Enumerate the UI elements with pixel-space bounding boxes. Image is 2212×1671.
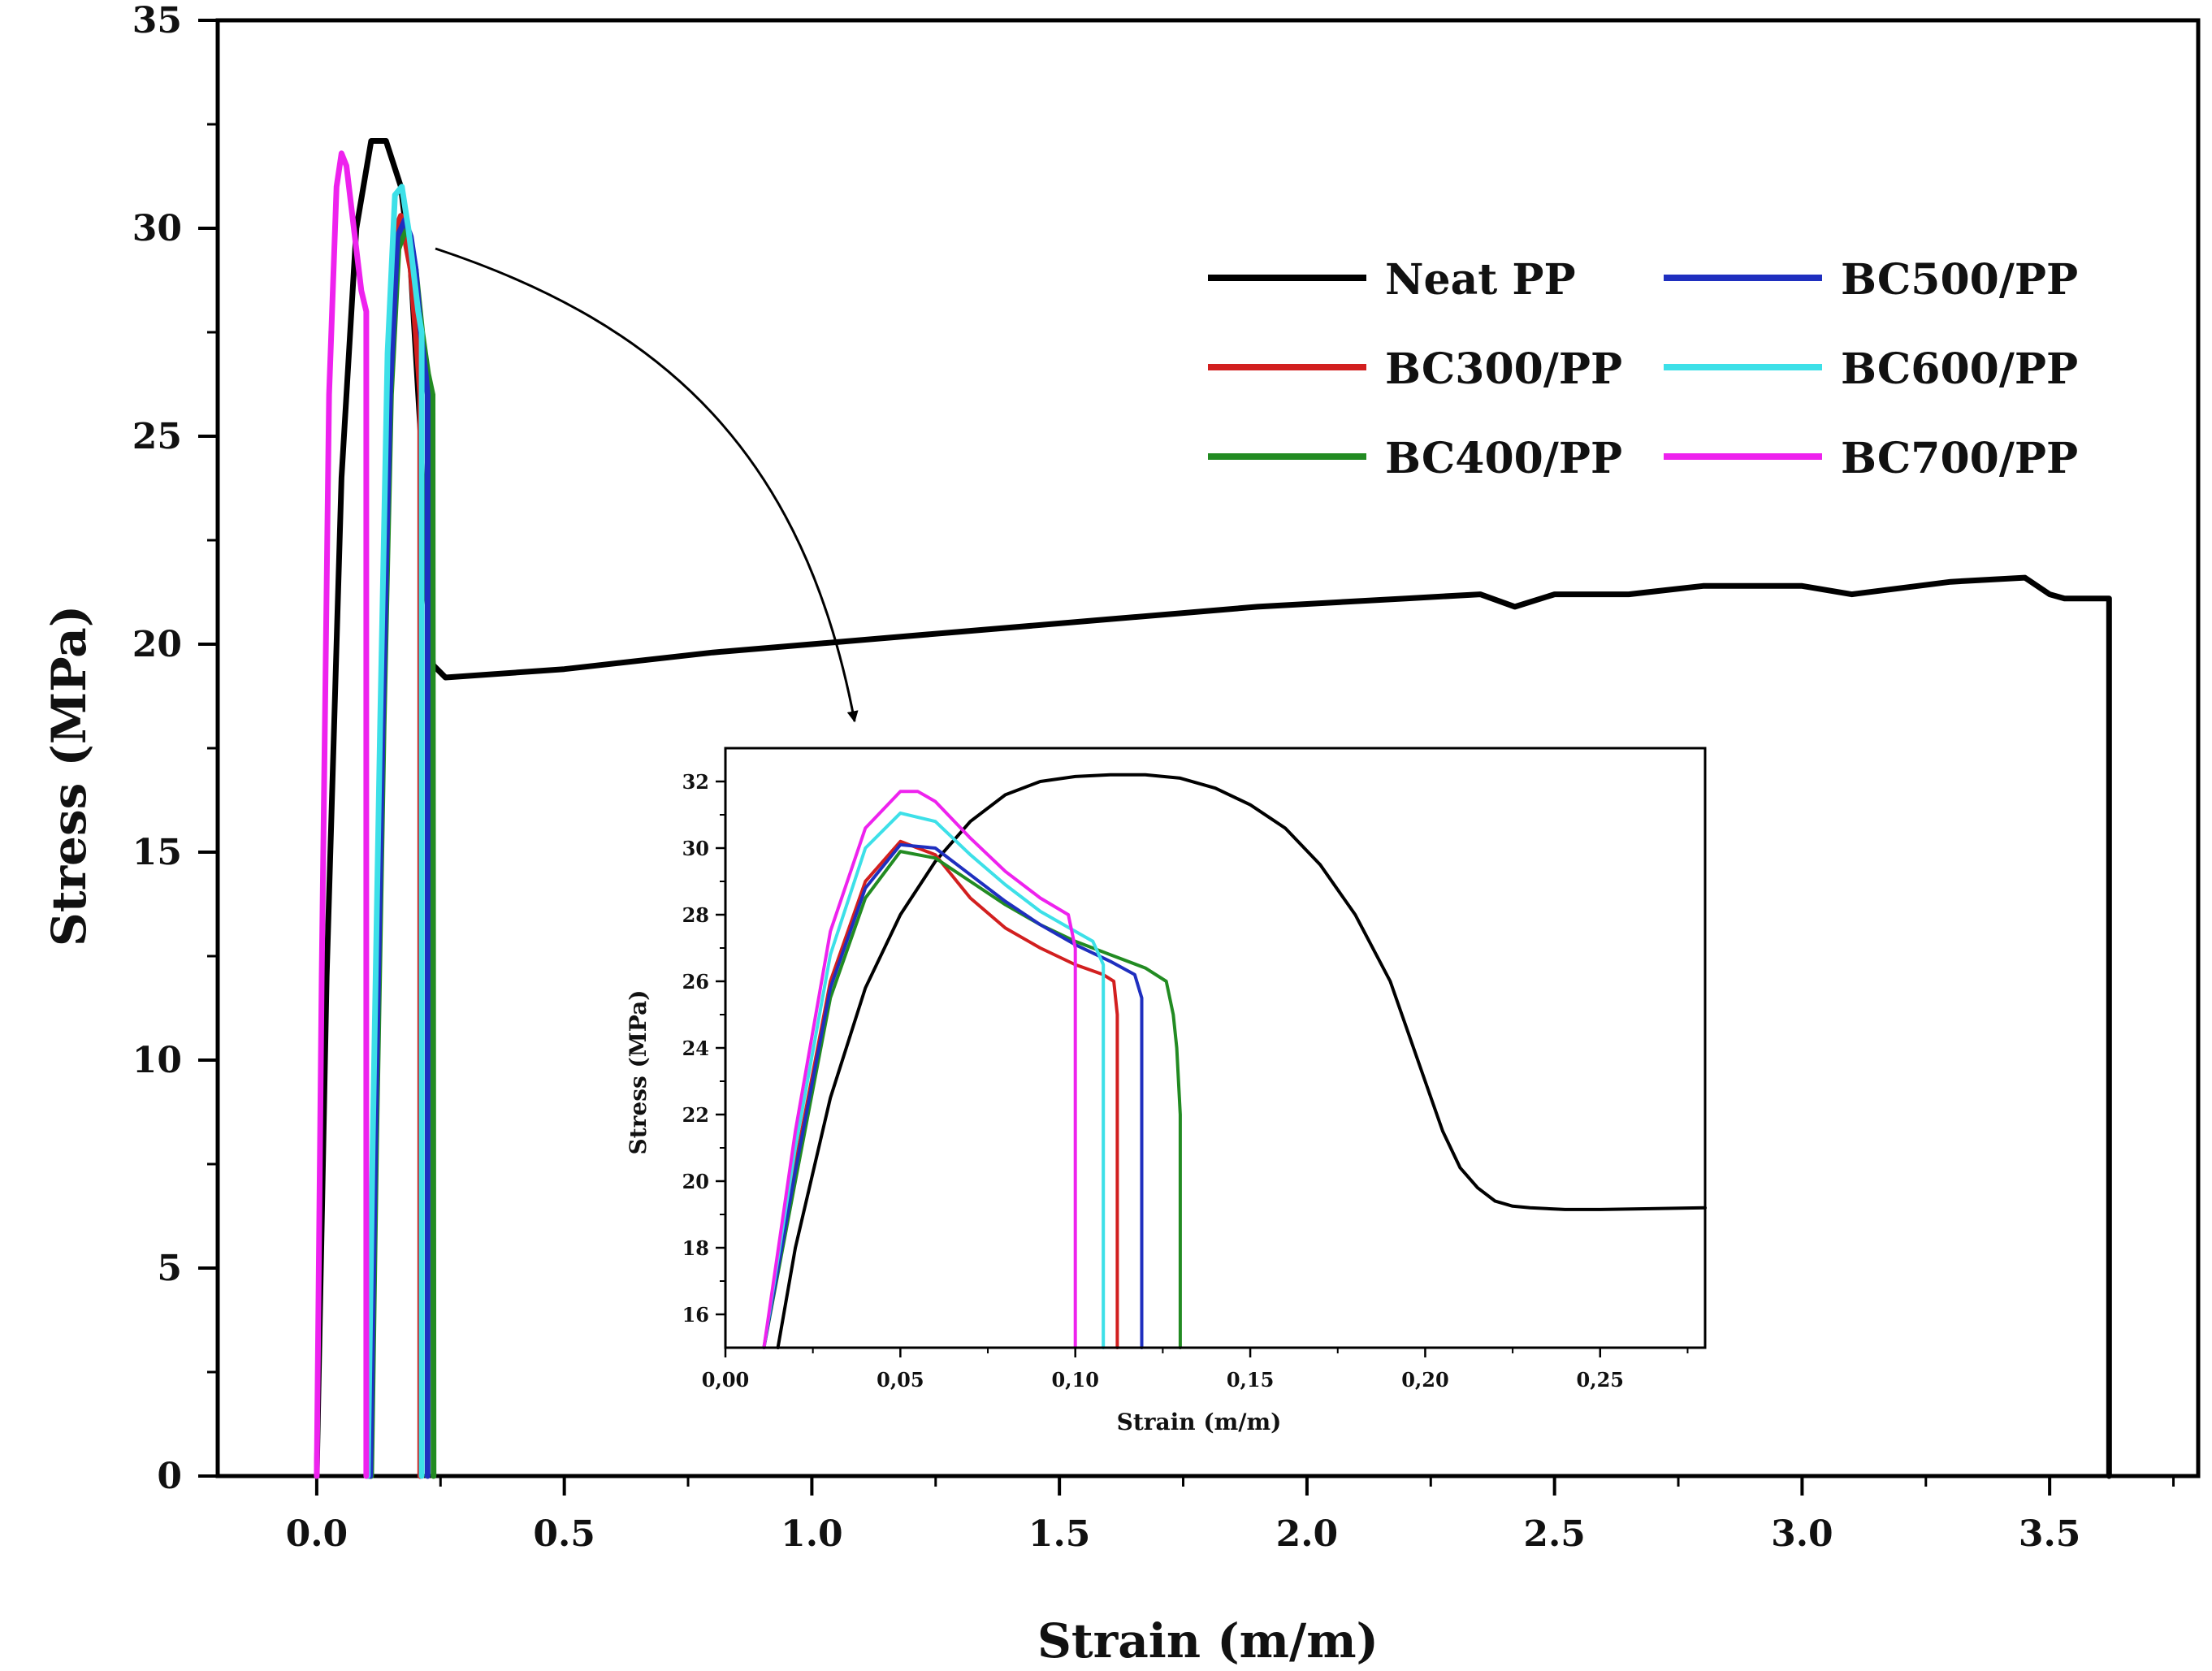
main-y-tick-label: 25 [132, 416, 182, 457]
inset-x-tick-label: 0,10 [1051, 1368, 1098, 1392]
main-series-bc700-pp [314, 150, 370, 1479]
legend-label-bc500-pp: BC500/PP [1841, 255, 2078, 305]
main-x-axis-label: Strain (m/m) [1037, 1613, 1379, 1669]
main-x-tick-label: 0.0 [286, 1513, 348, 1555]
callout-arrow [435, 247, 859, 723]
inset-y-tick-label: 32 [682, 770, 709, 794]
inset-series-bc700-pp [762, 790, 1077, 1349]
legend-label-neat-pp: Neat PP [1385, 255, 1576, 305]
legend-label-bc400-pp: BC400/PP [1385, 434, 1622, 483]
inset-x-tick-label: 0,15 [1227, 1368, 1274, 1392]
main-series-neat-pp [314, 138, 2112, 1479]
inset-y-tick-label: 22 [682, 1103, 709, 1127]
inset-series-bc600-pp [762, 811, 1106, 1349]
inset-series-group [762, 773, 1707, 1349]
main-axis-ticks: 0.0 0.5 1.0 1.5 2.0 2.5 3.0 3.5 0 5 10 15 20 25 30 35 [132, 0, 2175, 1555]
inset-x-axis-label: Strain (m/m) [1117, 1409, 1282, 1435]
inset-y-axis-label: Stress (MPa) [625, 990, 651, 1155]
inset-y-tick-label: 28 [682, 903, 709, 927]
main-x-tick-label: 3.5 [2019, 1513, 2081, 1555]
inset-axis-ticks: 0,00 0,05 0,10 0,15 0,20 0,25 16 18 20 22 24 26 28 30… [682, 770, 1689, 1392]
inset-y-tick-label: 20 [682, 1170, 709, 1193]
inset-y-tick-label: 18 [682, 1236, 709, 1260]
inset-y-tick-label: 30 [682, 837, 709, 860]
main-x-tick-label: 0.5 [533, 1513, 595, 1555]
main-y-tick-label: 35 [132, 0, 182, 41]
inset-x-tick-label: 0,05 [877, 1368, 924, 1392]
inset-y-tick-label: 24 [682, 1037, 709, 1060]
inset-x-tick-label: 0,25 [1577, 1368, 1624, 1392]
legend-label-bc700-pp: BC700/PP [1841, 434, 2078, 483]
main-y-axis-label: Stress (MPa) [41, 605, 97, 946]
inset-x-tick-label: 0,00 [702, 1368, 749, 1392]
inset-x-tick-label: 0,20 [1401, 1368, 1448, 1392]
main-x-tick-label: 3.0 [1771, 1513, 1833, 1555]
main-x-tick-label: 1.0 [781, 1513, 843, 1555]
inset-background [725, 748, 1705, 1348]
inset-series-bc300-pp [762, 839, 1119, 1349]
main-y-tick-label: 10 [132, 1040, 182, 1081]
legend-label-bc600-pp: BC600/PP [1841, 344, 2078, 394]
legend-label-bc300-pp: BC300/PP [1385, 344, 1622, 394]
main-series-group [314, 138, 2112, 1479]
main-y-tick-label: 20 [132, 624, 182, 665]
main-y-tick-label: 0 [157, 1456, 182, 1497]
inset-y-tick-label: 16 [682, 1303, 709, 1327]
legend: Neat PP BC300/PP BC400/PP BC500/PP BC600/PP B… [1208, 255, 2078, 483]
main-y-tick-label: 30 [132, 208, 182, 249]
inset-series-neat-pp [776, 773, 1707, 1349]
main-x-tick-label: 2.5 [1523, 1513, 1586, 1555]
main-x-tick-label: 1.5 [1028, 1513, 1091, 1555]
main-x-tick-label: 2.0 [1276, 1513, 1339, 1555]
inset-series-bc500-pp [762, 842, 1144, 1349]
main-y-tick-label: 5 [157, 1248, 182, 1289]
main-y-tick-label: 15 [132, 832, 182, 873]
main-series-bc600-pp [365, 184, 425, 1479]
inset-y-tick-label: 26 [682, 970, 709, 994]
